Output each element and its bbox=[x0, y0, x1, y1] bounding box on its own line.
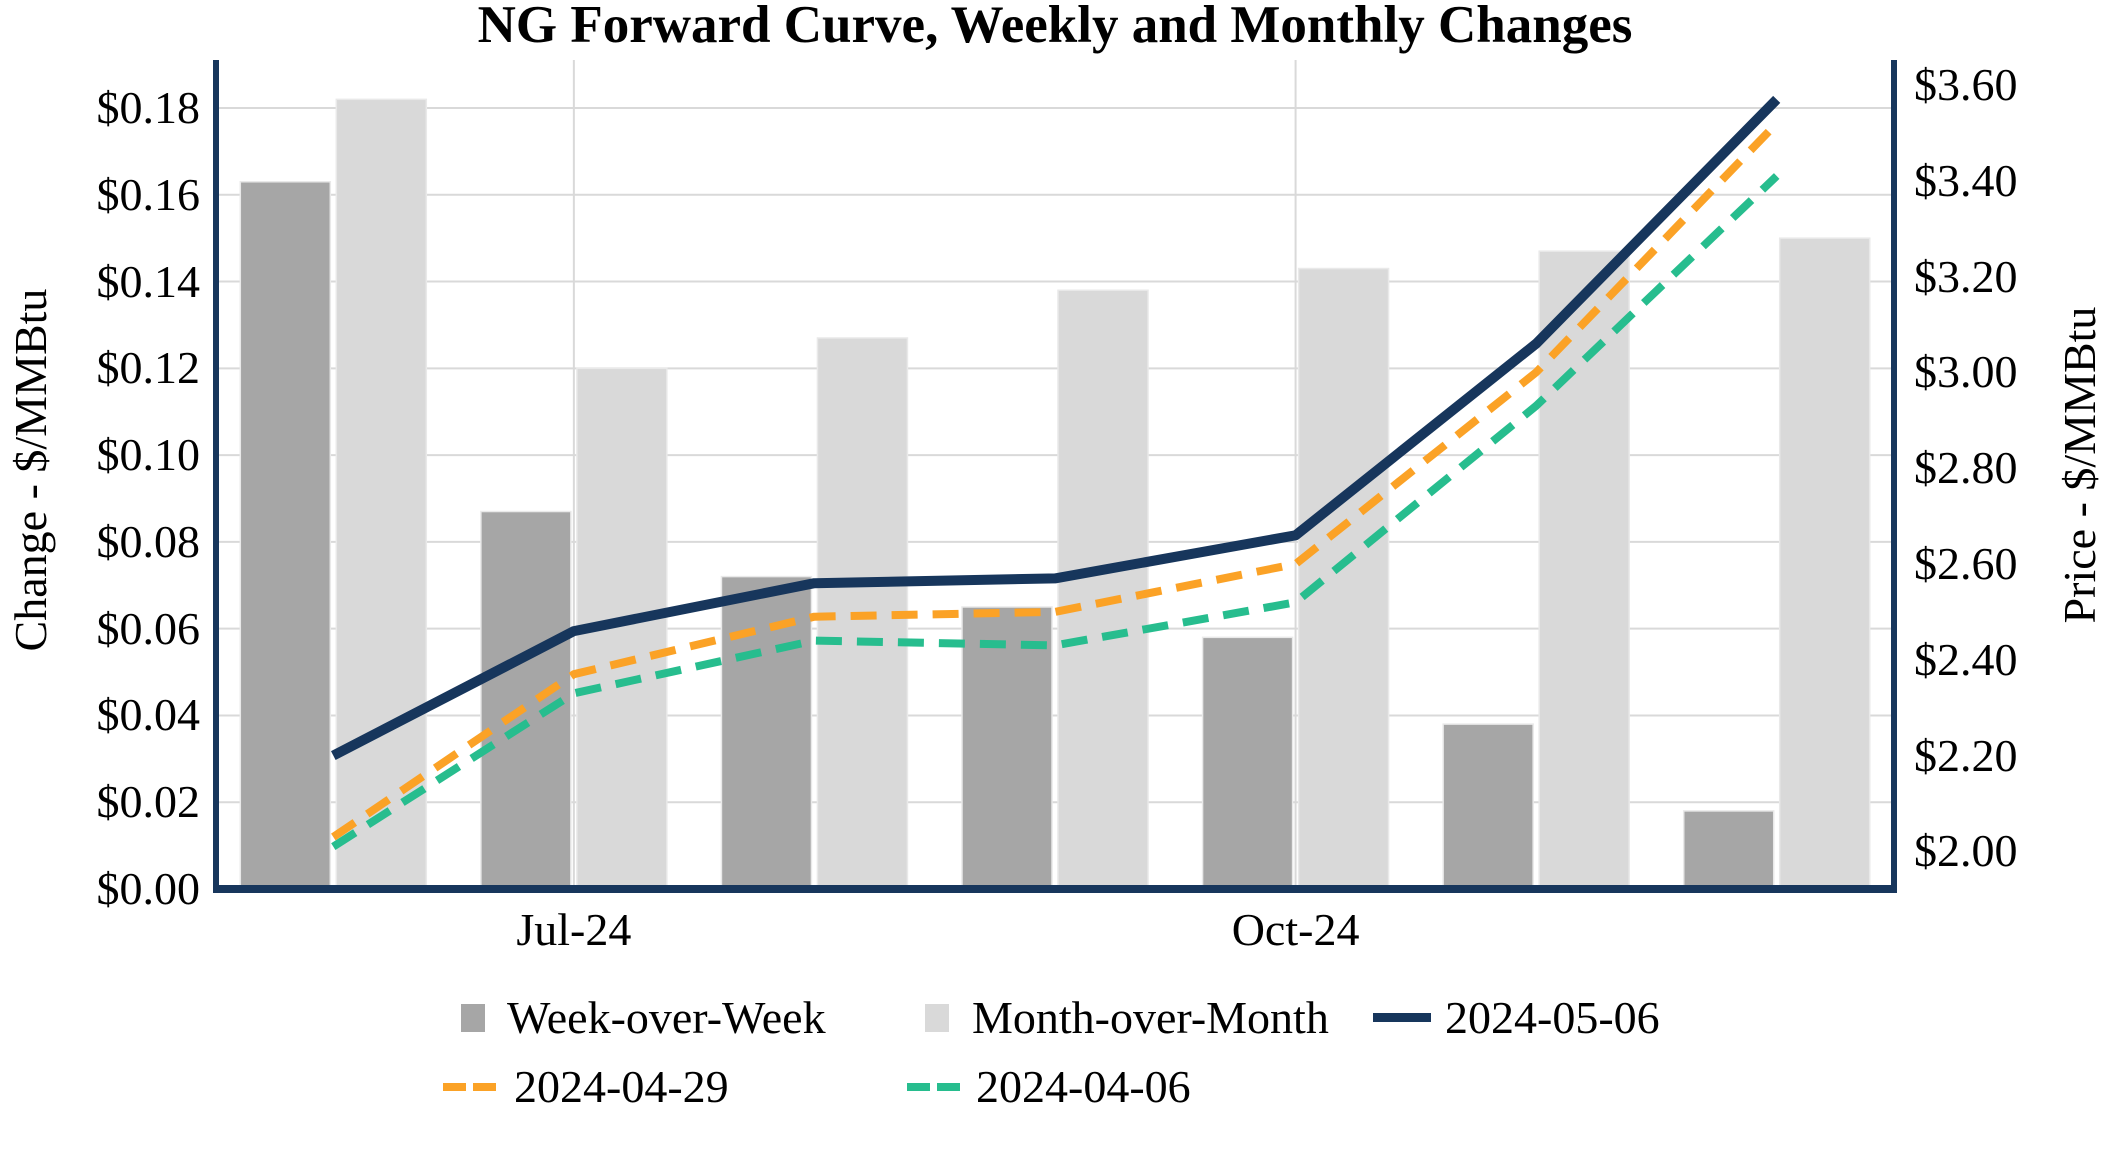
plot-area bbox=[213, 60, 1897, 893]
legend-dash-swatch bbox=[907, 1083, 930, 1091]
line-2024-04-06 bbox=[331, 173, 1780, 850]
legend-label: 2024-05-06 bbox=[1445, 992, 1660, 1043]
left-axis-tick-label: $0.14 bbox=[96, 255, 201, 307]
right-axis-title: Price - $/MMBtu bbox=[2054, 306, 2105, 624]
legend-label: 2024-04-29 bbox=[514, 1061, 729, 1112]
left-axis-tick-label: $0.06 bbox=[96, 602, 201, 654]
wow-bar bbox=[1682, 810, 1775, 890]
x-axis-tick-label: Jul-24 bbox=[516, 904, 632, 955]
right-axis-tick-label: $2.60 bbox=[1914, 538, 2018, 589]
right-axis-tick-label: $3.40 bbox=[1914, 154, 2018, 206]
line-2024-05-06 bbox=[331, 95, 1781, 761]
legend-dash-swatch bbox=[937, 1083, 960, 1091]
right-axis-tick-label: $2.40 bbox=[1914, 633, 2018, 685]
left-axis-tick-label: $0.02 bbox=[96, 776, 201, 828]
right-axis-tick-label: $2.20 bbox=[1914, 729, 2018, 781]
wow-bar bbox=[720, 575, 813, 890]
mom-bar bbox=[1538, 250, 1630, 890]
x-axis-tick-label: Oct-24 bbox=[1231, 904, 1360, 955]
wow-bar bbox=[1442, 723, 1534, 890]
legend-dash-swatch bbox=[443, 1083, 466, 1091]
wow-bar bbox=[239, 181, 332, 890]
mom-bar bbox=[1778, 237, 1871, 890]
bottom-axis-line bbox=[213, 885, 1897, 893]
left-axis-tick-label: $0.00 bbox=[96, 863, 201, 914]
left-axis-tick-label: $0.12 bbox=[96, 342, 201, 394]
chart-title: NG Forward Curve, Weekly and Monthly Cha… bbox=[477, 0, 1633, 54]
mom-bar bbox=[1057, 289, 1149, 890]
wow-bar bbox=[1201, 636, 1294, 890]
legend-bar-swatch bbox=[925, 1004, 949, 1032]
left-axis-line bbox=[213, 60, 219, 892]
legend-label: Month-over-Month bbox=[972, 992, 1329, 1043]
right-axis-tick-label: $2.00 bbox=[1914, 825, 2018, 877]
left-axis-tick-label: $0.16 bbox=[96, 168, 201, 220]
right-axis-tick-label: $3.60 bbox=[1914, 59, 2018, 110]
right-axis-tick-label: $3.00 bbox=[1914, 346, 2018, 398]
right-axis-line bbox=[1891, 60, 1897, 892]
legend-label: 2024-04-06 bbox=[976, 1061, 1191, 1112]
mom-bar bbox=[1297, 267, 1390, 890]
left-axis-tick-label: $0.08 bbox=[96, 515, 201, 567]
right-axis-tick-label: $3.20 bbox=[1914, 250, 2018, 302]
wow-bar bbox=[961, 606, 1053, 890]
left-axis-tick-label: $0.04 bbox=[96, 689, 201, 741]
left-axis-tick-label: $0.10 bbox=[96, 429, 201, 481]
legend-label: Week-over-Week bbox=[507, 992, 826, 1043]
left-axis-tick-label: $0.18 bbox=[96, 82, 201, 133]
legend-bar-swatch bbox=[461, 1004, 485, 1032]
legend-line-swatch bbox=[1373, 1013, 1431, 1022]
legend-dash-swatch bbox=[473, 1083, 496, 1091]
right-axis-tick-label: $2.80 bbox=[1914, 442, 2018, 494]
line-2024-04-29 bbox=[331, 120, 1780, 841]
mom-bar bbox=[335, 98, 428, 890]
